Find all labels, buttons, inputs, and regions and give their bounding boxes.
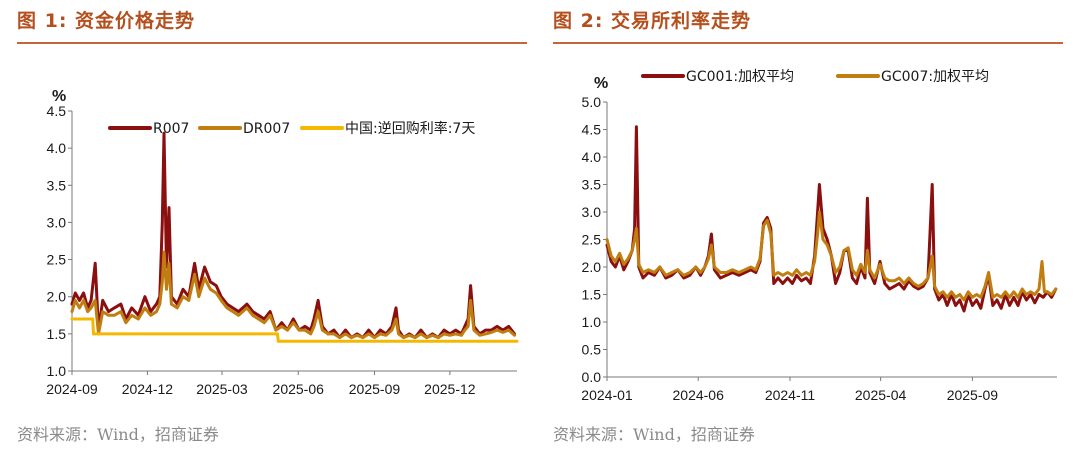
chart-2-legend-label-2: GC007:加权平均 [881,69,989,85]
chart-2-y-tick-label: 2.0 [582,259,602,275]
chart-2-y-tick-label: 1.0 [582,314,602,330]
chart-2-y-tick-label: 0.5 [582,342,602,358]
chart-1-legend-label-3: 中国:逆回购利率:7天 [345,120,475,137]
chart-1-title: 图 1: 资金价格走势 [17,10,196,32]
chart-2-legend-label-1: GC001:加权平均 [686,69,794,85]
chart-2-x-tick-label: 2024-01 [581,387,633,403]
chart-2-x-tick-label: 2024-11 [765,387,816,403]
chart-1-x-tick-label: 2024-12 [122,381,174,397]
chart-1-y-tick-label: 1.0 [47,363,67,379]
chart-1-x-tick-label: 2024-09 [46,381,98,397]
chart-1-series-3-line [70,317,519,343]
chart-2-series-2-line [605,210,1058,302]
chart-1-legend-label-2: DR007 [243,121,290,137]
chart-1-series-2-line [70,250,516,340]
chart-2-y-unit: % [594,75,608,92]
chart-2-x-tick-label: 2024-06 [673,387,725,403]
chart-1-source: 资料来源：Wind，招商证券 [17,425,219,444]
chart-2-title-rule [553,42,1063,44]
chart-1-x-tick-label: 2025-06 [273,381,325,397]
chart-2-y-tick-label: 1.5 [582,287,602,303]
chart-1-y-tick-label: 4.0 [47,140,67,156]
chart-2-y-tick-label: 4.0 [582,149,602,165]
chart-1-y-tick-label: 2.5 [47,252,67,268]
chart-2-y-tick-label: 3.5 [582,177,602,193]
chart-2-y-tick-label: 5.0 [582,94,602,110]
chart-1-y-tick-label: 1.5 [47,326,67,342]
chart-1-x-tick-label: 2025-12 [424,381,476,397]
chart-2-y-tick-label: 4.5 [582,122,602,138]
chart-1-y-tick-label: 2.0 [47,289,67,305]
chart-1-y-unit: % [52,88,66,105]
chart-1-y-tick-label: 3.0 [47,214,67,230]
chart-1-y-tick-label: 4.5 [47,103,67,119]
chart-1-y-tick-label: 3.5 [47,177,67,193]
chart-2-title: 图 2: 交易所利率走势 [553,10,752,32]
chart-2-source: 资料来源：Wind，招商证券 [553,425,755,444]
chart-2-y-tick-label: 0.0 [582,369,602,385]
chart-1-title-rule [17,42,527,44]
chart-1-x-tick-label: 2025-03 [196,381,248,397]
chart-2-y-tick-label: 3.0 [582,204,602,220]
chart-1-x-tick-label: 2025-09 [349,381,401,397]
chart-2-x-tick-label: 2025-04 [855,387,907,403]
chart-1-legend-label-1: R007 [153,121,189,137]
chart-2-x-tick-label: 2025-09 [947,387,999,403]
chart-1-series-1-line [70,131,516,340]
chart-2-series-1-line [605,125,1058,313]
chart-2-y-tick-label: 2.5 [582,232,602,248]
